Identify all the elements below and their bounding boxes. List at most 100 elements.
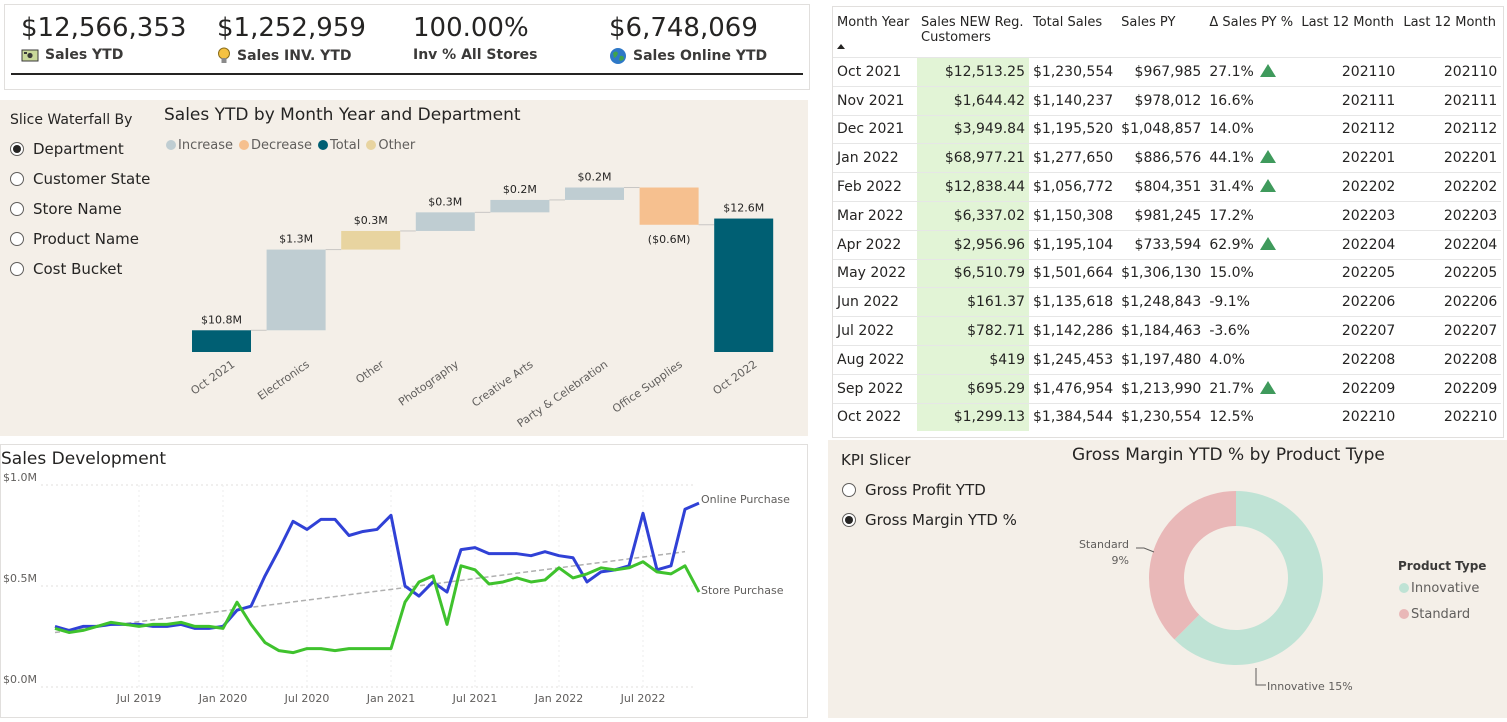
kpi-sales-ytd[interactable]: $12,566,353 Sales YTD [21,11,186,63]
legend-item[interactable]: Total [317,138,360,153]
table-cell-delta: 62.9% [1205,229,1298,260]
radio-button[interactable] [842,483,856,497]
kpi-value: $6,748,069 [609,13,758,43]
radio-button[interactable] [10,262,24,276]
y-tick-label: $1.0M [3,471,37,484]
table-cell-month: Dec 2021 [833,114,917,144]
chart-title: Sales YTD by Month Year and Department [164,105,521,125]
table-row[interactable]: Apr 2022 $2,956.96 $1,195,104 $733,594 62.9%… [833,229,1502,260]
x-tick-label: Jan 2022 [534,692,583,705]
col-header-month[interactable]: Month Year [833,7,917,58]
legend-label[interactable]: Innovative [1411,581,1479,596]
donut-slice[interactable] [1149,491,1236,640]
table-cell-l12b: 202110 [1399,57,1502,87]
kpi-sales-inv-ytd[interactable]: $1,252,959 Sales INV. YTD [217,11,366,65]
table-row[interactable]: May 2022 $6,510.79 $1,501,664 $1,306,130 15.… [833,258,1502,288]
table-row[interactable]: Nov 2021 $1,644.42 $1,140,237 $978,012 16.6%… [833,85,1502,116]
kpi-slicer-option[interactable]: Gross Margin YTD % [832,505,1068,535]
legend-marker [317,140,328,150]
kpi-value: $1,252,959 [217,13,366,43]
table-row[interactable]: Feb 2022 $12,838.44 $1,056,772 $804,351 31.4… [833,172,1502,202]
table-cell-delta: 17.2% [1205,200,1298,231]
table-cell-l12a: 202112 [1297,114,1400,144]
legend-title: Product Type [1398,559,1486,573]
online-purchase-line[interactable] [54,501,700,632]
table-row[interactable]: Mar 2022 $6,337.02 $1,150,308 $981,245 17.2%… [833,200,1502,231]
slicer-option[interactable]: Cost Bucket [0,254,158,284]
table-cell-l12a: 202208 [1297,344,1400,375]
table-row[interactable]: Sep 2022 $695.29 $1,476,954 $1,213,990 21.7%… [833,373,1502,404]
col-header-last12-b[interactable]: Last 12 Month [1403,15,1496,30]
table-cell-delta: 27.1% [1205,57,1298,87]
donut-slice[interactable] [1174,491,1323,665]
waterfall-chart[interactable]: Sales YTD by Month Year and Department I… [158,100,808,436]
radio-button[interactable] [842,513,856,527]
col-header-total-sales[interactable]: Total Sales [1033,15,1103,30]
legend-item[interactable]: Increase [166,138,233,153]
donut-plot: Innovative 15% Standard 9% Product Type Inno… [1079,491,1486,693]
slicer-option[interactable]: Department [0,134,158,164]
data-label-category: Standard [1079,538,1129,551]
table-cell-l12a: 202206 [1297,287,1400,317]
category-label: Creative Arts [469,358,535,410]
waterfall-bar[interactable] [266,249,326,331]
sales-development-chart[interactable]: Sales Development $0.0M $0.5M $1.0M Jul 201… [0,444,808,718]
sort-ascending-icon[interactable] [837,44,845,49]
radio-label: Department [33,140,124,158]
table-cell-month: Aug 2022 [833,344,917,375]
kpi-label: Sales Online YTD [633,48,768,64]
waterfall-bar[interactable] [415,212,475,231]
table-cell-py: $1,048,857 [1117,114,1206,144]
legend-label[interactable]: Standard [1411,607,1470,622]
table-cell-month: Oct 2021 [833,57,917,87]
col-header-sales-py[interactable]: Sales PY [1121,15,1176,30]
waterfall-bar[interactable] [714,218,774,352]
legend-item[interactable]: Other [366,138,415,153]
radio-label: Gross Margin YTD % [865,511,1017,529]
table-cell-l12a: 202210 [1297,402,1400,432]
slicer-option[interactable]: Product Name [0,224,158,254]
col-header-new-customers[interactable]: Sales NEW Reg. Customers [921,15,1024,45]
radio-button[interactable] [10,202,24,216]
table-cell-total: $1,195,104 [1029,229,1118,260]
table-row[interactable]: Jan 2022 $68,977.21 $1,277,650 $886,576 44.1… [833,143,1502,173]
table-cell-new: $2,956.96 [917,229,1029,260]
waterfall-bar[interactable] [639,187,699,225]
table-cell-l12b: 202204 [1399,229,1502,260]
category-label: Photography [396,358,461,409]
waterfall-bar[interactable] [341,230,401,250]
category-label: Other [353,358,386,387]
kpi-inv-percent[interactable]: 100.00% Inv % All Stores [413,11,538,63]
sales-table[interactable]: Month Year Sales NEW Reg. Customers Tota… [832,6,1504,438]
slicer-option[interactable]: Store Name [0,194,158,224]
radio-button[interactable] [10,232,24,246]
slicer-option[interactable]: Customer State [0,164,158,194]
x-tick-label: Jul 2019 [116,692,162,705]
table-row[interactable]: Oct 2022 $1,299.13 $1,384,544 $1,230,554 12.… [833,402,1502,432]
waterfall-bar[interactable] [490,199,550,213]
table-row[interactable]: Oct 2021 $12,513.25 $1,230,554 $967,985 27.1… [833,57,1502,87]
table-cell-l12a: 202203 [1297,200,1400,231]
waterfall-plot: $10.8M Oct 2021 $1.3M Electronics $0.3M Other… [188,171,774,430]
category-label: Office Supplies [610,358,685,416]
col-header-delta[interactable]: Δ Sales PY % [1209,15,1294,30]
table-cell-total: $1,476,954 [1029,373,1118,404]
table-row[interactable]: Aug 2022 $419 $1,245,453 $1,197,480 4.0% 2022… [833,344,1502,375]
waterfall-bar[interactable] [192,330,251,352]
waterfall-slicer: Slice Waterfall By Department Customer St… [0,100,158,436]
legend-item[interactable]: Decrease [239,138,312,153]
globe-icon [610,48,626,64]
radio-button[interactable] [10,172,24,186]
col-header-last12-a[interactable]: Last 12 Month [1301,15,1394,30]
store-purchase-line[interactable] [54,560,701,655]
table-row[interactable]: Jul 2022 $782.71 $1,142,286 $1,184,463 -3.6%… [833,316,1502,346]
gross-margin-donut[interactable]: Gross Margin YTD % by Product Type Innov… [1066,440,1507,718]
radio-button[interactable] [10,142,24,156]
table-row[interactable]: Jun 2022 $161.37 $1,135,618 $1,248,843 -9.1%… [833,287,1502,317]
label-leader [1255,668,1266,686]
waterfall-bar[interactable] [565,187,624,200]
kpi-sales-online-ytd[interactable]: $6,748,069 Sales Online YTD [609,11,767,65]
table-row[interactable]: Dec 2021 $3,949.84 $1,195,520 $1,048,857 14.… [833,114,1502,144]
table-cell-total: $1,384,544 [1029,402,1118,432]
kpi-slicer-option[interactable]: Gross Profit YTD [832,475,1068,505]
